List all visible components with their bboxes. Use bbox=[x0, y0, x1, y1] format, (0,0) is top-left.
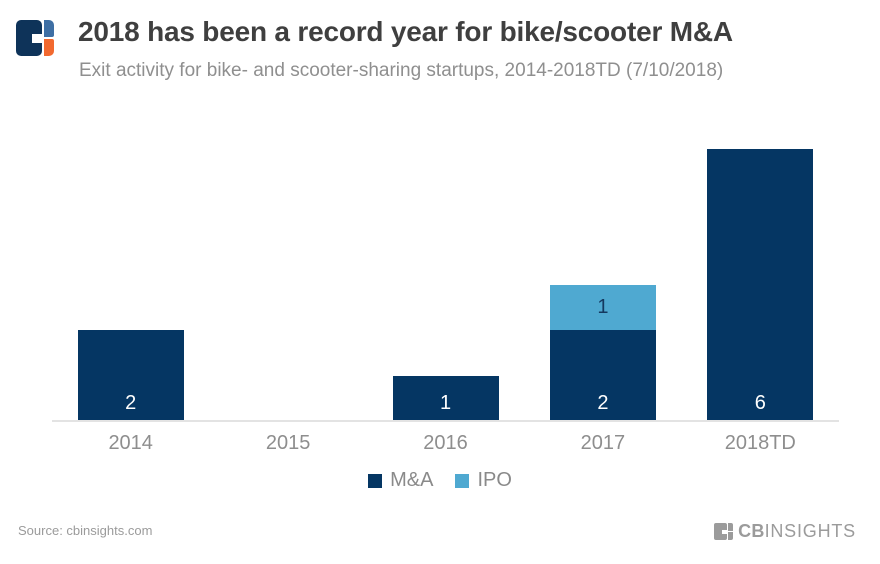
legend: M&A IPO bbox=[0, 469, 880, 492]
cb-insights-logo-icon bbox=[16, 20, 54, 56]
page-subtitle: Exit activity for bike- and scooter-shar… bbox=[79, 60, 724, 81]
x-axis-label-2017: 2017 bbox=[580, 432, 626, 454]
cb-insights-footer-icon bbox=[714, 523, 734, 540]
footer-icon-c-block bbox=[714, 523, 728, 540]
footer-icon-notch bbox=[722, 530, 728, 534]
bar-segment-2017-ipo: 1 bbox=[549, 285, 656, 331]
legend-item: M&A bbox=[368, 469, 433, 492]
legend-swatch bbox=[455, 473, 470, 488]
legend-swatch bbox=[368, 473, 383, 488]
x-axis-label-2015: 2015 bbox=[265, 432, 311, 454]
x-axis-label-2016: 2016 bbox=[423, 432, 468, 454]
bar-segment-2017-ma: 2 bbox=[549, 330, 656, 421]
page-title: 2018 has been a record year for bike/sco… bbox=[78, 16, 733, 47]
source-text: Source: cbinsights.com bbox=[18, 523, 153, 538]
footer-brand-insights: INSIGHTS bbox=[764, 521, 856, 541]
footer-icon-bottom-square bbox=[728, 532, 734, 540]
bar-value-label: 1 bbox=[439, 392, 452, 414]
legend-item: IPO bbox=[455, 469, 512, 492]
bar-value-label: 1 bbox=[597, 296, 609, 319]
x-axis-label-2014: 2014 bbox=[108, 432, 153, 454]
bar-value-label: 2 bbox=[597, 392, 609, 414]
logo-blue-square bbox=[44, 20, 54, 37]
logo-orange-square bbox=[44, 39, 54, 56]
bar-segment-2014-ma: 2 bbox=[77, 330, 184, 421]
plot-area: 2 1 2 1 6 bbox=[52, 120, 839, 421]
logo-c-notch bbox=[32, 34, 42, 43]
bar-value-label: 6 bbox=[754, 392, 766, 414]
bar-segment-2016-ma: 1 bbox=[392, 375, 499, 421]
cb-insights-footer-logo: CB INSIGHTS bbox=[714, 521, 856, 542]
bar-segment-2018TD-ma: 6 bbox=[707, 149, 814, 421]
x-axis-label-2018TD: 2018TD bbox=[724, 432, 796, 454]
legend-label: M&A bbox=[390, 469, 434, 491]
x-axis-line bbox=[52, 420, 839, 422]
bar-value-label: 2 bbox=[125, 392, 137, 414]
footer-brand-cb: CB bbox=[738, 521, 765, 541]
legend-label: IPO bbox=[477, 469, 512, 491]
footer-icon-top-square bbox=[728, 523, 734, 531]
